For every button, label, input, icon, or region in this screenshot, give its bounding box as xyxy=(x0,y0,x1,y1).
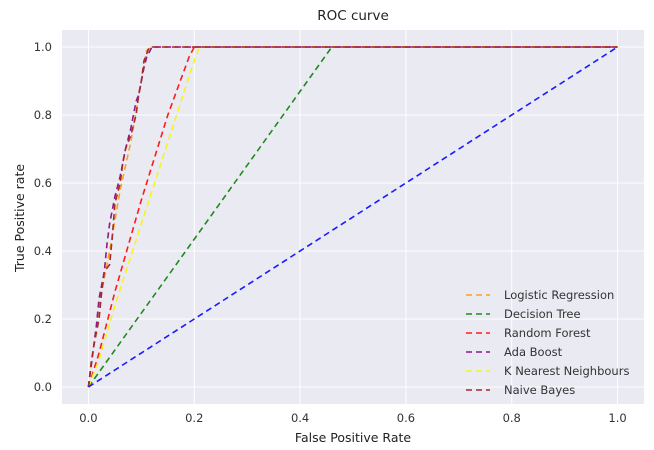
x-tick-label: 1.0 xyxy=(608,411,626,425)
y-tick-labels: 0.0 0.2 0.4 0.6 0.8 1.0 xyxy=(34,40,52,394)
series-diagonal xyxy=(88,46,618,388)
legend-label: K Nearest Neighbours xyxy=(504,364,629,378)
chart-title: ROC curve xyxy=(317,8,389,24)
legend-label: Random Forest xyxy=(504,326,591,340)
series-k-nearest-neighbours xyxy=(87,46,618,388)
x-tick-label: 0.0 xyxy=(79,411,97,425)
y-tick-label: 0.8 xyxy=(34,108,52,122)
y-tick-label: 1.0 xyxy=(34,40,52,54)
y-tick-label: 0.0 xyxy=(34,380,52,394)
x-tick-label: 0.6 xyxy=(397,411,415,425)
series-random-forest xyxy=(87,46,618,388)
y-tick-label: 0.2 xyxy=(34,312,52,326)
x-tick-labels: 0.0 0.2 0.4 0.6 0.8 1.0 xyxy=(79,411,626,425)
legend-label: Ada Boost xyxy=(504,345,563,359)
legend-label: Decision Tree xyxy=(504,307,581,321)
legend-label: Logistic Regression xyxy=(504,288,614,302)
y-tick-label: 0.4 xyxy=(34,244,52,258)
series-layer xyxy=(87,46,618,388)
x-tick-label: 0.2 xyxy=(185,411,203,425)
y-axis-label: True Positive rate xyxy=(12,164,27,273)
x-tick-label: 0.4 xyxy=(291,411,309,425)
y-tick-label: 0.6 xyxy=(34,176,52,190)
legend: Logistic Regression Decision Tree Random F… xyxy=(466,288,629,397)
x-axis-label: False Positive Rate xyxy=(295,430,411,445)
legend-label: Naive Bayes xyxy=(504,383,575,397)
x-tick-label: 0.8 xyxy=(503,411,521,425)
